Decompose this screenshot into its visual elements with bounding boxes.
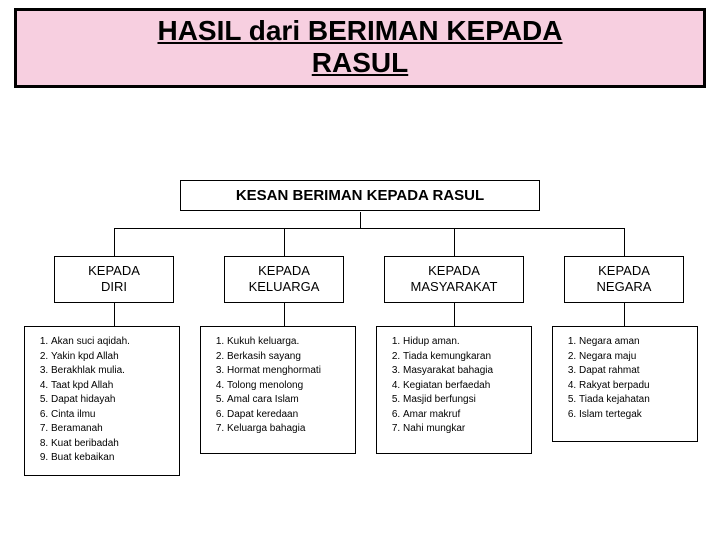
list-item: Beramanah <box>51 422 173 437</box>
list-item: Akan suci aqidah. <box>51 335 173 350</box>
subtitle-box: KESAN BERIMAN KEPADA RASUL <box>180 180 540 211</box>
category-row: KEPADADIRIKEPADAKELUARGAKEPADAMASYARAKAT… <box>0 256 720 302</box>
connector-line <box>454 302 455 326</box>
content-list: Kukuh keluarga.Berkasih sayangHormat men… <box>209 335 349 437</box>
title-line-1: HASIL dari BERIMAN KEPADA <box>25 15 695 47</box>
list-item: Taat kpd Allah <box>51 379 173 394</box>
list-item: Tiada kejahatan <box>579 393 691 408</box>
list-item: Tolong menolong <box>227 379 349 394</box>
category-heading-line2: NEGARA <box>567 279 681 295</box>
main-title-box: HASIL dari BERIMAN KEPADA RASUL <box>14 8 706 88</box>
category-heading-line2: MASYARAKAT <box>387 279 521 295</box>
list-item: Kuat beribadah <box>51 437 173 452</box>
list-item: Hormat menghormati <box>227 364 349 379</box>
list-item: Buat kebaikan <box>51 451 173 466</box>
list-item: Nahi mungkar <box>403 422 525 437</box>
list-item: Kegiatan berfaedah <box>403 379 525 394</box>
list-item: Cinta ilmu <box>51 408 173 423</box>
category-heading-line1: KEPADA <box>227 263 341 279</box>
list-item: Hidup aman. <box>403 335 525 350</box>
connector-line <box>360 212 361 228</box>
list-item: Dapat keredaan <box>227 408 349 423</box>
connector-line <box>624 302 625 326</box>
list-item: Amal cara Islam <box>227 393 349 408</box>
list-item: Masyarakat bahagia <box>403 364 525 379</box>
list-item: Berkasih sayang <box>227 350 349 365</box>
content-box-diri: Akan suci aqidah.Yakin kpd AllahBerakhla… <box>24 326 180 476</box>
category-heading-line1: KEPADA <box>57 263 171 279</box>
category-box-diri: KEPADADIRI <box>54 256 174 303</box>
content-box-keluarga: Kukuh keluarga.Berkasih sayangHormat men… <box>200 326 356 454</box>
connector-line <box>114 228 625 229</box>
content-box-masyarakat: Hidup aman.Tiada kemungkaranMasyarakat b… <box>376 326 532 454</box>
list-item: Berakhlak mulia. <box>51 364 173 379</box>
list-item: Rakyat berpadu <box>579 379 691 394</box>
list-item: Negara maju <box>579 350 691 365</box>
category-box-masyarakat: KEPADAMASYARAKAT <box>384 256 524 303</box>
connector-line <box>114 302 115 326</box>
list-item: Negara aman <box>579 335 691 350</box>
connector-line <box>624 228 625 256</box>
list-item: Masjid berfungsi <box>403 393 525 408</box>
list-item: Dapat hidayah <box>51 393 173 408</box>
list-item: Tiada kemungkaran <box>403 350 525 365</box>
list-item: Islam tertegak <box>579 408 691 423</box>
connector-line <box>454 228 455 256</box>
connector-line <box>114 228 115 256</box>
category-heading-line2: KELUARGA <box>227 279 341 295</box>
list-item: Amar makruf <box>403 408 525 423</box>
connector-line <box>284 228 285 256</box>
connector-line <box>284 302 285 326</box>
category-heading-line1: KEPADA <box>567 263 681 279</box>
content-box-negara: Negara amanNegara majuDapat rahmatRakyat… <box>552 326 698 442</box>
list-item: Kukuh keluarga. <box>227 335 349 350</box>
content-list: Negara amanNegara majuDapat rahmatRakyat… <box>561 335 691 422</box>
content-list: Akan suci aqidah.Yakin kpd AllahBerakhla… <box>33 335 173 466</box>
category-heading-line1: KEPADA <box>387 263 521 279</box>
category-box-negara: KEPADANEGARA <box>564 256 684 303</box>
title-line-2: RASUL <box>25 47 695 79</box>
list-item: Keluarga bahagia <box>227 422 349 437</box>
list-item: Yakin kpd Allah <box>51 350 173 365</box>
category-box-keluarga: KEPADAKELUARGA <box>224 256 344 303</box>
category-heading-line2: DIRI <box>57 279 171 295</box>
content-list: Hidup aman.Tiada kemungkaranMasyarakat b… <box>385 335 525 437</box>
list-item: Dapat rahmat <box>579 364 691 379</box>
